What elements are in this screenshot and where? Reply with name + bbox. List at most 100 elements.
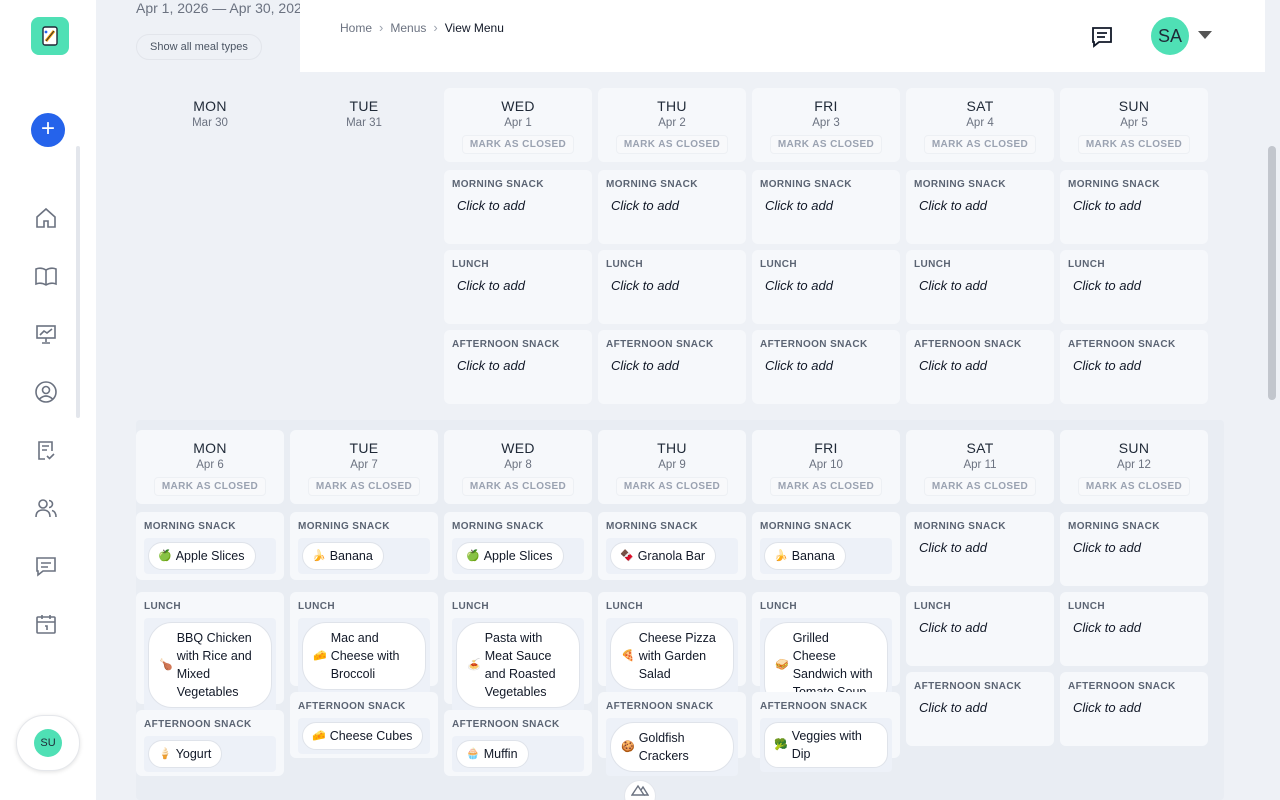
food-item[interactable]: 🧁 Muffin xyxy=(456,740,529,768)
food-item[interactable]: 🍌 Banana xyxy=(302,542,384,570)
meal-slot-lunch[interactable]: LUNCH Click to add xyxy=(752,250,900,324)
meal-slot-morning[interactable]: MORNING SNACK Click to add xyxy=(906,170,1054,244)
meal-slot-afternoon[interactable]: AFTERNOON SNACK Click to add xyxy=(598,330,746,404)
click-to-add[interactable]: Click to add xyxy=(919,700,987,715)
show-all-meal-types-button[interactable]: Show all meal types xyxy=(136,34,262,60)
click-to-add[interactable]: Click to add xyxy=(1073,278,1141,293)
sidebar-item-calendar[interactable] xyxy=(30,608,62,640)
meal-slot-afternoon[interactable]: AFTERNOON SNACK Click to add xyxy=(1060,672,1208,746)
sidebar-item-profile[interactable] xyxy=(30,376,62,408)
click-to-add[interactable]: Click to add xyxy=(1073,700,1141,715)
scroll-to-top-button[interactable] xyxy=(624,780,656,800)
meal-slot-afternoon[interactable]: AFTERNOON SNACK Click to add xyxy=(752,330,900,404)
meal-slot-morning[interactable]: MORNING SNACK Click to add xyxy=(1060,512,1208,586)
food-item-container: 🍫 Granola Bar xyxy=(606,538,738,574)
click-to-add[interactable]: Click to add xyxy=(1073,198,1141,213)
meal-slot-lunch[interactable]: LUNCH Click to add xyxy=(444,250,592,324)
food-item[interactable]: 🍕 Cheese Pizza with Garden Salad xyxy=(610,622,734,690)
click-to-add[interactable]: Click to add xyxy=(765,358,833,373)
click-to-add[interactable]: Click to add xyxy=(1073,358,1141,373)
user-circle-icon xyxy=(35,381,57,403)
meal-slot-lunch[interactable]: LUNCH Click to add xyxy=(906,250,1054,324)
food-item[interactable]: 🍏 Apple Slices xyxy=(456,542,564,570)
mark-as-closed-button[interactable]: MARK AS CLOSED xyxy=(1077,477,1191,496)
chevron-down-icon[interactable] xyxy=(1198,31,1212,39)
click-to-add[interactable]: Click to add xyxy=(919,620,987,635)
breadcrumb-home[interactable]: Home xyxy=(340,20,373,35)
sidebar-scrollbar[interactable] xyxy=(76,146,80,418)
click-to-add[interactable]: Click to add xyxy=(457,278,525,293)
main-scrollbar[interactable] xyxy=(1268,146,1276,400)
user-avatar[interactable]: SA xyxy=(1151,17,1189,55)
food-item-name: Granola Bar xyxy=(637,549,706,563)
click-to-add[interactable]: Click to add xyxy=(919,198,987,213)
click-to-add[interactable]: Click to add xyxy=(611,358,679,373)
mark-as-closed-button[interactable]: MARK AS CLOSED xyxy=(153,477,267,496)
click-to-add[interactable]: Click to add xyxy=(765,278,833,293)
meal-slot-lunch[interactable]: LUNCH Click to add xyxy=(598,250,746,324)
sidebar-item-reports[interactable] xyxy=(30,318,62,350)
app-logo[interactable] xyxy=(31,17,69,55)
meal-slot-afternoon[interactable]: AFTERNOON SNACK Click to add xyxy=(1060,330,1208,404)
sidebar-item-people[interactable] xyxy=(30,492,62,524)
day-date: Apr 12 xyxy=(1117,459,1151,471)
meal-slot-morning[interactable]: MORNING SNACK Click to add xyxy=(1060,170,1208,244)
day-header: THU Apr 2 MARK AS CLOSED xyxy=(598,88,746,162)
mark-as-closed-button[interactable]: MARK AS CLOSED xyxy=(461,477,575,496)
date-range-label[interactable]: Apr 1, 2026 — Apr 30, 2026 xyxy=(136,0,300,16)
food-item[interactable]: 🍏 Apple Slices xyxy=(148,542,256,570)
mark-as-closed-button[interactable]: MARK AS CLOSED xyxy=(769,477,883,496)
click-to-add[interactable]: Click to add xyxy=(611,278,679,293)
sidebar-item-checklist[interactable] xyxy=(30,434,62,466)
mark-as-closed-button[interactable]: MARK AS CLOSED xyxy=(615,135,729,154)
click-to-add[interactable]: Click to add xyxy=(765,198,833,213)
meal-type-label: MORNING SNACK xyxy=(1068,521,1160,532)
click-to-add[interactable]: Click to add xyxy=(611,198,679,213)
click-to-add[interactable]: Click to add xyxy=(1073,620,1141,635)
meal-slot-lunch[interactable]: LUNCH Click to add xyxy=(906,592,1054,666)
user-menu-chip[interactable]: SU xyxy=(16,715,80,771)
sidebar-item-menus[interactable] xyxy=(30,260,62,292)
food-item-container: 🍏 Apple Slices xyxy=(452,538,584,574)
meal-slot-morning[interactable]: MORNING SNACK Click to add xyxy=(906,512,1054,586)
mark-as-closed-button[interactable]: MARK AS CLOSED xyxy=(307,477,421,496)
food-item[interactable]: 🥦 Veggies with Dip xyxy=(764,722,888,768)
click-to-add[interactable]: Click to add xyxy=(919,540,987,555)
meal-slot-afternoon[interactable]: AFTERNOON SNACK Click to add xyxy=(906,330,1054,404)
messages-button[interactable] xyxy=(1090,25,1114,49)
click-to-add[interactable]: Click to add xyxy=(919,278,987,293)
meal-slot-afternoon[interactable]: AFTERNOON SNACK Click to add xyxy=(444,330,592,404)
mark-as-closed-button[interactable]: MARK AS CLOSED xyxy=(769,135,883,154)
add-button[interactable]: + xyxy=(31,113,65,147)
click-to-add[interactable]: Click to add xyxy=(919,358,987,373)
food-item[interactable]: 🍗 BBQ Chicken with Rice and Mixed Vegetab… xyxy=(148,622,272,708)
breadcrumb-menus[interactable]: Menus xyxy=(390,20,427,35)
click-to-add[interactable]: Click to add xyxy=(457,358,525,373)
sidebar-item-home[interactable] xyxy=(30,202,62,234)
click-to-add[interactable]: Click to add xyxy=(1073,540,1141,555)
sidebar-item-messages[interactable] xyxy=(30,550,62,582)
day-column-thu: THU Apr 9 MARK AS CLOSED MORNING SNACK 🍫 Gran… xyxy=(598,430,746,776)
food-item[interactable]: 🍝 Pasta with Meat Sauce and Roasted Veget… xyxy=(456,622,580,708)
food-item[interactable]: 🍪 Goldfish Crackers xyxy=(610,722,734,772)
meal-slot-lunch[interactable]: LUNCH Click to add xyxy=(1060,250,1208,324)
meal-slot-lunch[interactable]: LUNCH Click to add xyxy=(1060,592,1208,666)
mark-as-closed-button[interactable]: MARK AS CLOSED xyxy=(923,135,1037,154)
meal-slot-lunch: LUNCH 🍗 BBQ Chicken with Rice and Mixed Ve… xyxy=(136,592,284,712)
meal-slot-morning[interactable]: MORNING SNACK Click to add xyxy=(444,170,592,244)
food-item[interactable]: 🧀 Cheese Cubes xyxy=(302,722,424,750)
food-item[interactable]: 🍌 Banana xyxy=(764,542,846,570)
mark-as-closed-button[interactable]: MARK AS CLOSED xyxy=(923,477,1037,496)
food-item[interactable]: 🍫 Granola Bar xyxy=(610,542,717,570)
day-column-sat: SAT Apr 11 MARK AS CLOSED MORNING SNACK Clic… xyxy=(906,430,1054,746)
food-item[interactable]: 🍦 Yogurt xyxy=(148,740,223,768)
mark-as-closed-button[interactable]: MARK AS CLOSED xyxy=(1077,135,1191,154)
food-item[interactable]: 🧀 Mac and Cheese with Broccoli xyxy=(302,622,426,690)
meal-slot-afternoon[interactable]: AFTERNOON SNACK Click to add xyxy=(906,672,1054,746)
mark-as-closed-button[interactable]: MARK AS CLOSED xyxy=(615,477,729,496)
click-to-add[interactable]: Click to add xyxy=(457,198,525,213)
meal-slot-morning[interactable]: MORNING SNACK Click to add xyxy=(598,170,746,244)
meal-slot-morning[interactable]: MORNING SNACK Click to add xyxy=(752,170,900,244)
food-icon: 🧀 xyxy=(313,650,327,662)
mark-as-closed-button[interactable]: MARK AS CLOSED xyxy=(461,135,575,154)
